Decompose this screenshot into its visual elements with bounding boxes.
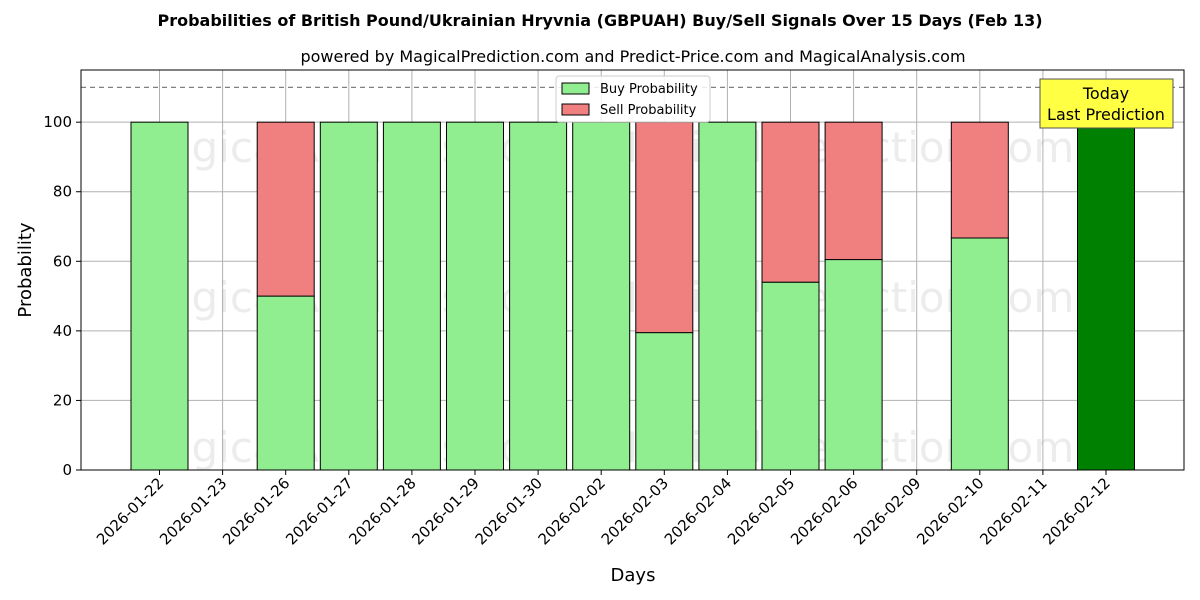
bar-sell — [256, 121, 315, 297]
legend-label-sell: Sell Probability — [600, 103, 697, 118]
annotation: Today Last Prediction — [1039, 78, 1174, 129]
bar-sell — [824, 121, 883, 261]
bar-buy — [698, 121, 757, 471]
x-tick-label: 2026-02-10 — [913, 474, 987, 548]
x-tick-label: 2026-01-22 — [93, 474, 167, 548]
x-tick-label: 2026-02-03 — [598, 474, 672, 548]
x-tick-label: 2026-02-05 — [724, 474, 798, 548]
bar-buy — [950, 237, 1009, 471]
x-tick-label: 2026-02-06 — [787, 474, 861, 548]
y-tick-label: 80 — [53, 183, 72, 201]
bar-buy — [1077, 121, 1135, 471]
x-tick-label: 2026-01-23 — [156, 474, 230, 548]
bar-buy — [572, 121, 631, 471]
bar-sell — [950, 121, 1009, 239]
chart-title: Probabilities of British Pound/Ukrainian… — [157, 11, 1042, 30]
legend: Buy Probability Sell Probability — [555, 75, 711, 123]
y-tick-label: 0 — [62, 461, 72, 479]
bar-buy — [446, 121, 504, 471]
annotation-box — [1039, 78, 1174, 129]
y-axis-label: Probability — [15, 222, 36, 317]
x-tick-label: 2026-01-26 — [219, 474, 293, 548]
bar-buy — [256, 295, 315, 471]
x-tick-label: 2026-02-11 — [976, 474, 1050, 548]
x-axis-label: Days — [611, 565, 656, 586]
y-tick-label: 60 — [53, 252, 72, 270]
legend-box — [555, 75, 711, 123]
bar-sell — [761, 121, 820, 283]
x-tick-label: 2026-01-29 — [408, 474, 482, 548]
bar-buy — [130, 121, 189, 471]
legend-swatch-buy — [561, 82, 590, 95]
chart-subtitle: powered by MagicalPrediction.com and Pre… — [300, 47, 965, 66]
bar-sell — [635, 121, 694, 334]
legend-label-buy: Buy Probability — [600, 82, 698, 97]
x-tick-label: 2026-01-28 — [345, 474, 419, 548]
x-tick-label: 2026-02-04 — [661, 474, 735, 548]
bar-buy — [319, 121, 378, 471]
y-tick-label: 100 — [43, 113, 72, 131]
bar-buy — [761, 281, 820, 471]
plot-frame — [80, 69, 1185, 471]
bar-buy — [382, 121, 441, 471]
x-tick-label: 2026-02-02 — [535, 474, 609, 548]
bar-buy — [824, 259, 883, 471]
y-tick-label: 20 — [53, 391, 72, 409]
bar-buy — [509, 121, 568, 471]
x-tick-label: 2026-01-30 — [472, 474, 546, 548]
y-tick-label: 40 — [53, 322, 72, 340]
x-tick-label: 2026-02-09 — [850, 474, 924, 548]
legend-swatch-sell — [561, 103, 590, 116]
annotation-line-2: Last Prediction — [1047, 105, 1165, 124]
x-tick-label: 2026-02-12 — [1039, 474, 1113, 548]
bar-buy — [635, 332, 694, 471]
annotation-line-1: Today — [1082, 84, 1129, 103]
x-tick-label: 2026-01-27 — [282, 474, 356, 548]
